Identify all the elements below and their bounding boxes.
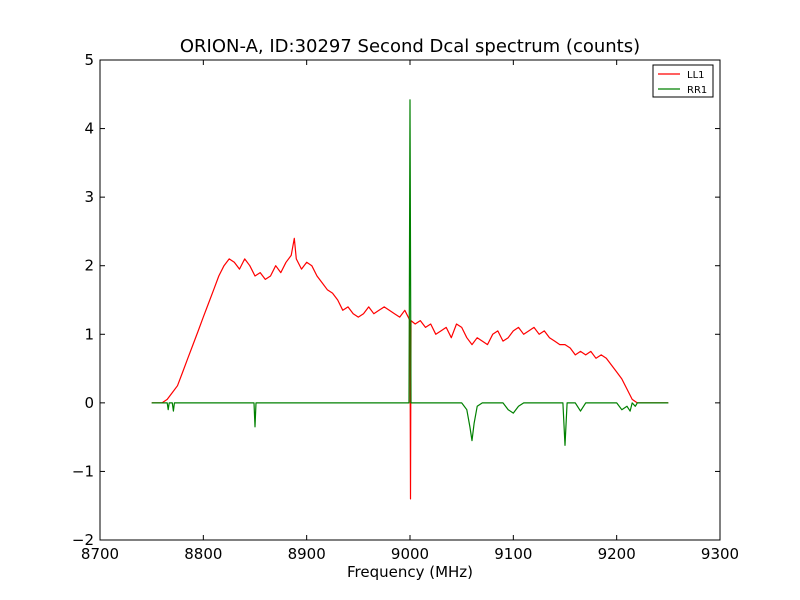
x-tick-label: 8800 (184, 545, 222, 563)
x-axis-label: Frequency (MHz) (347, 563, 473, 581)
y-tick-label: 3 (84, 188, 94, 206)
x-tick-label: 9100 (494, 545, 532, 563)
y-tick-label: −2 (72, 531, 94, 549)
x-tick-label: 9000 (391, 545, 429, 563)
y-tick-label: 5 (84, 51, 94, 69)
y-tick-label: 2 (84, 257, 94, 275)
plot-frame (99, 59, 721, 541)
tick-layer: 8700 8800 8900 9000 9100 9200 9300 −2 −1 0 1 2 3 4 5 (72, 51, 739, 563)
chart-title: ORION-A, ID:30297 Second Dcal spectrum (… (180, 36, 640, 57)
legend-label-rr1: RR1 (687, 85, 707, 96)
y-tick-label: 1 (84, 325, 94, 343)
y-tick-label: 0 (84, 394, 94, 412)
legend-label-ll1: LL1 (687, 70, 705, 81)
series-line-rr1 (151, 99, 669, 446)
x-tick-label: 9200 (598, 545, 636, 563)
x-tick-label: 9300 (701, 545, 739, 563)
x-tick-label: 8900 (288, 545, 326, 563)
series-layer (151, 99, 669, 500)
y-tick-label: −1 (72, 462, 94, 480)
series-line-ll1 (151, 237, 669, 500)
x-tick-label: 8700 (81, 545, 119, 563)
legend-box (652, 64, 714, 98)
y-tick-label: 4 (84, 120, 94, 138)
